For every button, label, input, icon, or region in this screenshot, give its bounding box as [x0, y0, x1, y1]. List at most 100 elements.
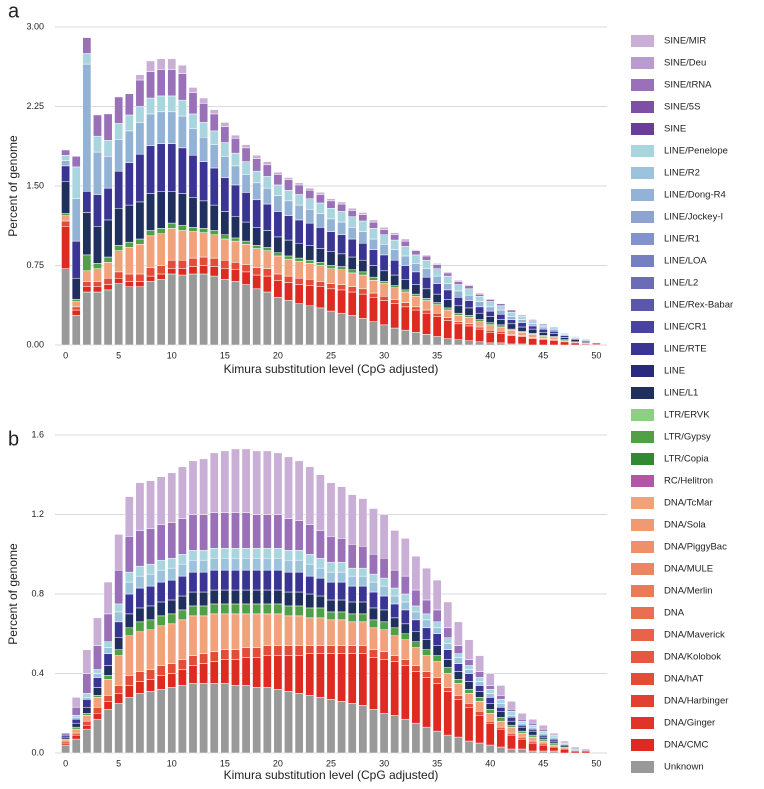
- bar-segment: [337, 701, 347, 754]
- bar-segment: [369, 709, 378, 754]
- bar-segment: [103, 113, 113, 141]
- bar-segment: [188, 550, 198, 561]
- bar-segment: [262, 250, 272, 269]
- bar-segment: [177, 268, 187, 276]
- bar-segment: [284, 255, 293, 260]
- bar-segment: [443, 637, 453, 644]
- bar-segment: [231, 569, 240, 591]
- bar-segment: [337, 203, 347, 212]
- bar-segment: [146, 619, 155, 631]
- bar-segment: [188, 615, 198, 656]
- bar-segment: [358, 621, 368, 646]
- bar-segment: [177, 609, 187, 621]
- bar-segment: [432, 283, 442, 295]
- bar-segment: [199, 232, 209, 258]
- bar-segment: [422, 649, 431, 656]
- bar-segment: [464, 659, 474, 666]
- bar-segment: [177, 99, 187, 117]
- bar-segment: [82, 673, 92, 694]
- bar-segment: [475, 295, 485, 302]
- bar-segment: [284, 200, 293, 216]
- bar-segment: [326, 611, 336, 621]
- bar-segment: [464, 740, 474, 754]
- bar-segment: [199, 683, 209, 754]
- bar-segment: [82, 720, 92, 726]
- bar-segment: [369, 249, 378, 266]
- bar-segment: [114, 534, 124, 571]
- bar-segment: [177, 595, 187, 611]
- bar-segment: [400, 265, 410, 280]
- bar-segment: [209, 613, 219, 652]
- bar-segment: [517, 726, 527, 732]
- y-tick-label: 2.25: [26, 101, 44, 111]
- bar-segment: [177, 659, 187, 670]
- bar-segment: [379, 659, 389, 714]
- bar-segment: [538, 326, 548, 330]
- bar-segment: [262, 203, 272, 231]
- bar-segment: [135, 122, 145, 155]
- bar-segment: [124, 627, 134, 636]
- panel-label: a: [8, 0, 20, 22]
- bar-segment: [411, 647, 421, 666]
- bar-segment: [146, 275, 155, 282]
- bar-segment: [485, 332, 495, 344]
- bar-segment: [273, 273, 283, 281]
- bar-segment: [411, 589, 421, 607]
- x-tick-label: 40: [485, 758, 495, 768]
- bar-segment: [337, 611, 347, 621]
- bar-segment: [347, 272, 357, 287]
- bar-segment: [61, 226, 71, 269]
- bar-segment: [379, 295, 389, 301]
- bar-segment: [464, 325, 474, 342]
- bar-segment: [167, 111, 177, 144]
- bar-segment: [411, 605, 421, 613]
- bar-segment: [538, 740, 548, 744]
- bar-segment: [496, 746, 506, 754]
- bar-segment: [93, 697, 102, 708]
- bar-segment: [358, 645, 368, 654]
- bar-segment: [93, 226, 102, 264]
- bar-segment: [453, 297, 463, 307]
- bar-segment: [305, 198, 315, 210]
- bar-segment: [273, 689, 283, 754]
- bar-segment: [124, 685, 134, 698]
- bar-segment: [93, 718, 102, 754]
- bar-segment: [220, 569, 230, 591]
- bar-segment: [432, 302, 442, 305]
- bar-segment: [103, 262, 113, 279]
- bar-segment: [507, 316, 516, 320]
- bar-segment: [114, 649, 124, 656]
- bar-segment: [369, 627, 378, 650]
- bar-segment: [528, 722, 538, 726]
- bar-segment: [156, 58, 166, 70]
- bar-segment: [124, 581, 134, 595]
- legend-swatch: [631, 761, 654, 773]
- legend-swatch: [631, 101, 654, 113]
- bar-segment: [538, 738, 548, 742]
- bar-segment: [453, 699, 463, 738]
- legend-label: DNA/TcMar: [664, 498, 713, 509]
- bar-segment: [103, 289, 113, 346]
- bar-segment: [443, 317, 453, 321]
- legend-label: LTR/Gypsy: [664, 432, 711, 443]
- bar-segment: [528, 338, 538, 346]
- bar-segment: [220, 279, 230, 346]
- legend-label: DNA/PiggyBac: [664, 542, 727, 553]
- bar-segment: [369, 228, 378, 240]
- bar-segment: [103, 675, 113, 680]
- bar-segment: [93, 707, 102, 714]
- bar-segment: [411, 263, 421, 273]
- bar-segment: [93, 673, 102, 678]
- legend-swatch: [631, 607, 654, 619]
- bar-segment: [177, 230, 187, 261]
- bar-segment: [103, 140, 113, 157]
- bar-segment: [241, 161, 251, 175]
- bar-segment: [422, 619, 431, 629]
- legend-label: SINE/5S: [664, 102, 700, 113]
- bar-segment: [538, 744, 548, 752]
- bar-segment: [464, 315, 474, 318]
- bar-segment: [124, 593, 134, 615]
- bar-segment: [294, 182, 304, 186]
- bar-segment: [379, 595, 389, 611]
- bar-segment: [61, 213, 71, 216]
